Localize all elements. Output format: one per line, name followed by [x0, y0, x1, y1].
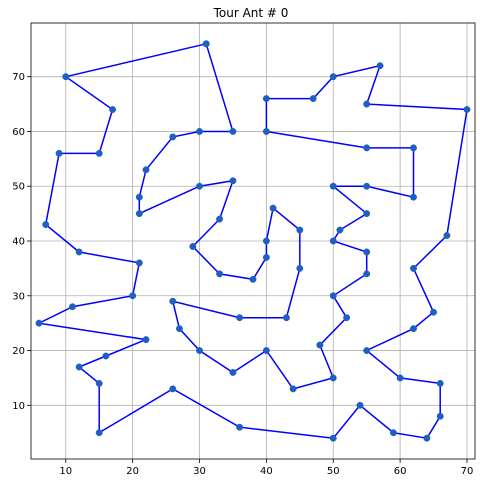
city-point	[316, 341, 324, 349]
x-tick-label: 60	[394, 466, 407, 477]
axis-ticks: 10 20 30 40 50 60 70 10 20 30 40 50 60 70	[12, 72, 473, 477]
city-point	[95, 149, 103, 157]
city-point	[363, 248, 371, 256]
city-point	[363, 347, 371, 354]
x-tick-label: 10	[59, 466, 72, 477]
city-point	[443, 232, 451, 239]
city-point	[410, 144, 417, 152]
y-tick-label: 20	[12, 346, 25, 357]
grid	[31, 23, 475, 459]
city-point	[269, 204, 277, 212]
y-tick-label: 70	[12, 72, 25, 83]
city-point	[216, 215, 224, 223]
city-point	[436, 412, 444, 420]
city-point	[216, 270, 224, 278]
city-point	[95, 379, 103, 387]
city-point	[289, 385, 297, 393]
city-point	[75, 363, 83, 371]
city-point	[102, 352, 110, 360]
city-point	[42, 221, 50, 229]
city-point	[196, 347, 203, 354]
city-point	[62, 73, 70, 81]
city-point	[363, 144, 371, 152]
city-point	[296, 264, 304, 272]
city-point	[410, 325, 417, 333]
city-point	[262, 253, 270, 261]
y-tick-label: 40	[12, 237, 25, 248]
x-tick-label: 30	[193, 466, 206, 477]
city-point	[363, 182, 371, 190]
city-point	[329, 237, 337, 245]
city-point	[262, 95, 270, 103]
city-point	[55, 149, 63, 157]
y-tick-label: 60	[12, 127, 25, 138]
city-point	[329, 73, 337, 81]
chart-title: Tour Ant # 0	[213, 6, 289, 20]
city-point	[142, 166, 150, 174]
city-point	[69, 303, 76, 311]
city-point	[262, 347, 270, 354]
city-point	[363, 270, 371, 278]
city-point	[189, 243, 197, 250]
city-point	[282, 314, 290, 322]
city-point	[135, 193, 143, 201]
x-tick-label: 70	[461, 466, 474, 477]
y-tick-label: 10	[12, 401, 25, 412]
y-tick-label: 30	[12, 291, 25, 302]
city-point	[410, 193, 417, 201]
city-point	[229, 369, 237, 376]
city-point	[329, 292, 337, 300]
city-point	[129, 292, 137, 300]
city-point	[410, 264, 417, 272]
city-point	[196, 182, 203, 190]
city-point	[436, 379, 444, 387]
city-point	[229, 128, 237, 135]
city-point	[423, 434, 431, 442]
city-point	[463, 106, 471, 113]
tour-marker-layer	[35, 40, 471, 442]
city-point	[396, 374, 404, 382]
city-point	[35, 319, 43, 327]
city-point	[389, 429, 397, 437]
city-point	[376, 62, 384, 70]
city-point	[329, 182, 337, 190]
city-point	[169, 133, 177, 141]
city-point	[249, 275, 257, 283]
city-point	[135, 259, 143, 267]
city-point	[356, 401, 364, 409]
city-point	[202, 40, 210, 48]
city-point	[109, 106, 117, 113]
city-point	[296, 226, 304, 234]
x-tick-label: 20	[126, 466, 139, 477]
city-point	[75, 248, 83, 256]
city-point	[169, 385, 177, 393]
city-point	[336, 226, 344, 234]
y-tick-label: 50	[12, 182, 25, 193]
city-point	[142, 336, 150, 344]
city-point	[175, 325, 183, 333]
city-point	[236, 423, 244, 431]
x-tick-label: 50	[327, 466, 340, 477]
city-point	[430, 308, 437, 316]
city-point	[329, 374, 337, 382]
city-point	[363, 100, 371, 108]
city-point	[363, 210, 371, 218]
city-point	[229, 177, 237, 185]
city-point	[95, 429, 103, 437]
city-point	[343, 314, 351, 322]
city-point	[236, 314, 244, 322]
city-point	[135, 210, 143, 218]
city-point	[329, 434, 337, 442]
x-tick-label: 40	[260, 466, 273, 477]
city-point	[169, 297, 177, 305]
city-point	[262, 237, 270, 245]
city-point	[196, 128, 203, 135]
city-point	[309, 95, 317, 103]
city-point	[262, 128, 270, 135]
